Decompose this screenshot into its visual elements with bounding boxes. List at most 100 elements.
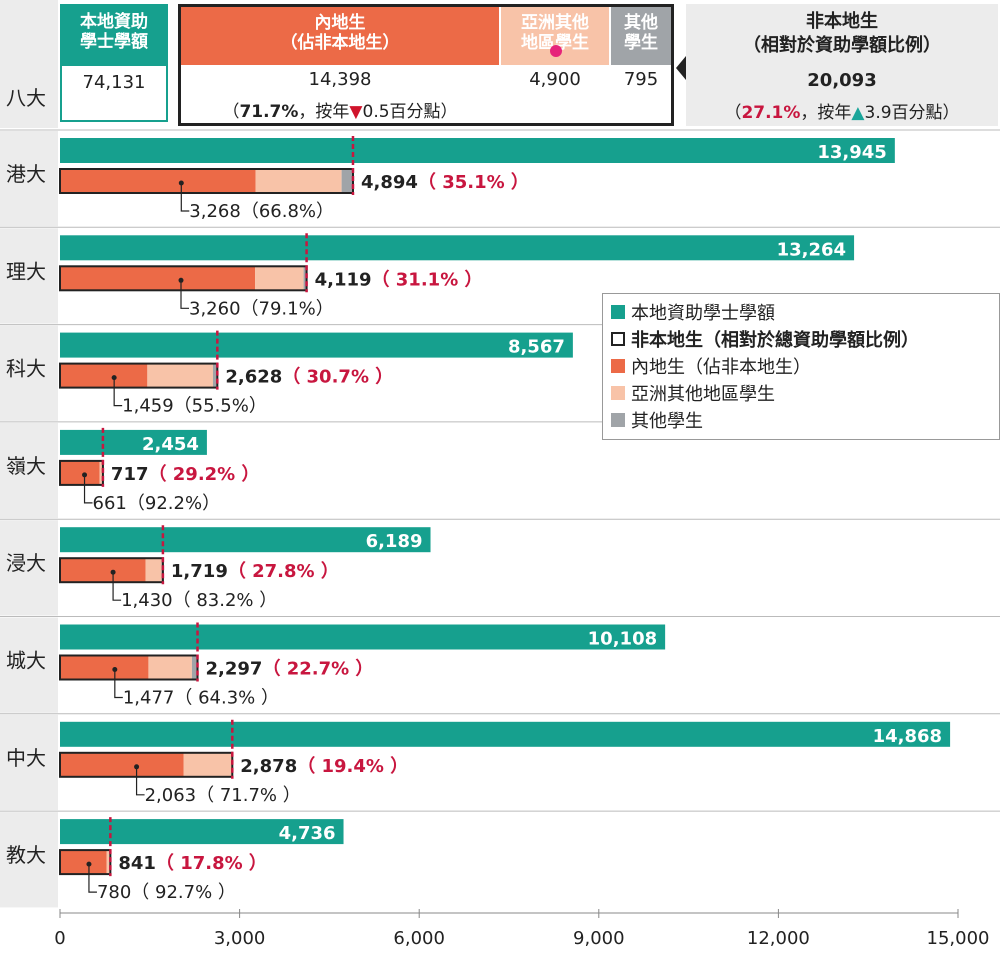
local-places-label: 4,736 xyxy=(279,823,336,844)
other-segment xyxy=(341,169,353,193)
asia-segment xyxy=(148,655,192,680)
legend-swatch-nonlocal xyxy=(611,331,625,346)
category-label-band xyxy=(0,617,58,713)
legend-item-local: 本地資助學士學額 xyxy=(611,298,999,325)
asia-value: 4,900 xyxy=(529,69,581,90)
local-places-label: 14,868 xyxy=(873,726,942,747)
asia-segment xyxy=(255,169,342,193)
local-places-label: 13,945 xyxy=(817,142,886,163)
up-triangle-icon: ▲ xyxy=(851,103,865,123)
x-axis-tick-label: 0 xyxy=(54,928,65,949)
x-axis-tick-label: 6,000 xyxy=(393,928,445,949)
nonlocal-change-value: 3.9百分點 xyxy=(864,103,943,123)
mainland-callout-line xyxy=(135,766,145,796)
mainland-callout-line xyxy=(113,377,123,407)
marker-dot-icon xyxy=(550,45,562,57)
nonlocal-change: （27.1%，按年▲3.9百分點） xyxy=(724,103,960,123)
summary-header: 八大 本地資助 學士學額 74,131 內地生 （佔非本地生） 14,398 （… xyxy=(0,0,1000,128)
local-places-label: 10,108 xyxy=(588,629,657,650)
mainland-segment xyxy=(60,363,148,388)
nonlocal-label: 841（ 17.8% ） xyxy=(118,853,267,874)
left-pointer-icon xyxy=(676,56,686,80)
local-places-label: 6,189 xyxy=(366,531,423,552)
nonlocal-label: 1,719（ 27.8% ） xyxy=(171,561,339,582)
local-places-bar xyxy=(60,429,207,455)
category-label-band xyxy=(0,714,58,811)
legend-item-nonlocal: 非本地生（相對於總資助學額比例） xyxy=(611,325,999,352)
nonlocal-label: 2,628（ 30.7% ） xyxy=(225,367,393,388)
legend: 本地資助學士學額 非本地生（相對於總資助學額比例） 內地生（佔非本地生） 亞洲其… xyxy=(602,293,1000,440)
legend-label-other: 其他學生 xyxy=(631,410,703,432)
category-label-band xyxy=(0,812,58,908)
legend-label-local: 本地資助學士學額 xyxy=(631,302,775,324)
asia-segment xyxy=(106,850,111,875)
mainland-callout-label: 2,063（ 71.7% ） xyxy=(145,785,301,806)
local-places-box: 本地資助 學士學額 74,131 xyxy=(60,4,168,122)
nonlocal-label: 4,894（ 35.1% ） xyxy=(361,172,529,193)
legend-swatch-asia xyxy=(611,385,625,400)
asia-segment xyxy=(255,266,304,291)
asia-segment xyxy=(183,752,233,777)
asia-column: 亞洲其他 地區學生 4,900 xyxy=(501,7,609,123)
mainland-callout-label: 1,459（55.5%） xyxy=(122,396,267,417)
mainland-title: 內地生 （佔非本地生） xyxy=(181,7,499,65)
category-label-band xyxy=(0,325,58,421)
legend-label-nonlocal: 非本地生（相對於總資助學額比例） xyxy=(631,329,919,351)
legend-item-other: 其他學生 xyxy=(611,406,999,433)
other-title: 其他 學生 xyxy=(611,7,671,65)
mainland-change-text: ，按年 xyxy=(298,102,350,122)
local-places-bar xyxy=(60,527,431,553)
other-value: 795 xyxy=(623,69,659,90)
other-segment xyxy=(212,363,218,388)
header-row-label-cell: 八大 xyxy=(0,0,58,128)
category-label-band xyxy=(0,520,58,616)
mainland-callout-label: 1,430（ 83.2% ） xyxy=(121,590,277,611)
asia-segment xyxy=(145,558,162,583)
other-column: 其他 學生 795 xyxy=(611,7,671,123)
x-axis-tick-label: 12,000 xyxy=(747,928,810,949)
legend-label-mainland: 內地生（佔非本地生） xyxy=(631,356,811,378)
nonlocal-change-pct: 27.1% xyxy=(741,103,801,123)
other-segment xyxy=(303,266,307,291)
mainland-change-value: 0.5百分點 xyxy=(362,102,441,122)
mainland-segment xyxy=(60,460,100,485)
local-places-bar xyxy=(60,138,895,163)
mainland-callout-line xyxy=(180,183,190,212)
category-label: 嶺大 xyxy=(6,454,46,478)
mainland-callout-label: 661（92.2%） xyxy=(93,493,221,514)
nonlocal-total-box: 非本地生 （相對於資助學額比例） 20,093 （27.1%，按年▲3.9百分點… xyxy=(686,4,998,126)
mainland-segment xyxy=(60,266,256,291)
local-places-bar xyxy=(60,332,573,358)
category-label: 港大 xyxy=(6,162,46,186)
local-places-title: 本地資助 學士學額 xyxy=(62,6,166,66)
local-places-bar xyxy=(60,235,855,261)
mainland-segment xyxy=(60,752,184,777)
down-triangle-icon: ▼ xyxy=(349,102,363,122)
mainland-callout-line xyxy=(180,280,190,309)
mainland-callout-line xyxy=(83,474,93,504)
mainland-value: 14,398 xyxy=(308,69,372,90)
category-label: 城大 xyxy=(6,649,46,673)
legend-swatch-mainland xyxy=(611,358,625,373)
category-label: 中大 xyxy=(6,746,46,770)
legend-label-asia: 亞洲其他地區學生 xyxy=(631,383,775,405)
x-axis-tick-label: 9,000 xyxy=(573,928,625,949)
category-label-band xyxy=(0,131,58,227)
local-places-bar xyxy=(60,721,951,747)
legend-swatch-local xyxy=(611,304,625,319)
mainland-callout-line xyxy=(112,572,122,601)
asia-segment xyxy=(99,460,103,485)
category-label: 教大 xyxy=(6,843,46,867)
nonlocal-label: 2,878（ 19.4% ） xyxy=(240,756,408,777)
category-label: 科大 xyxy=(6,357,46,381)
mainland-change-pct: 71.7% xyxy=(239,102,299,122)
local-places-bar xyxy=(60,819,344,845)
nonlocal-title: 非本地生 （相對於資助學額比例） xyxy=(743,11,941,56)
category-label-band xyxy=(0,228,58,324)
mainland-callout-label: 3,268（66.8%） xyxy=(189,201,334,222)
nonlocal-value: 20,093 xyxy=(807,70,877,91)
nonlocal-label: 4,119（ 31.1% ） xyxy=(315,269,483,290)
asia-segment xyxy=(147,363,213,388)
mainland-change: （71.7%，按年▼0.5百分點） xyxy=(222,102,458,122)
